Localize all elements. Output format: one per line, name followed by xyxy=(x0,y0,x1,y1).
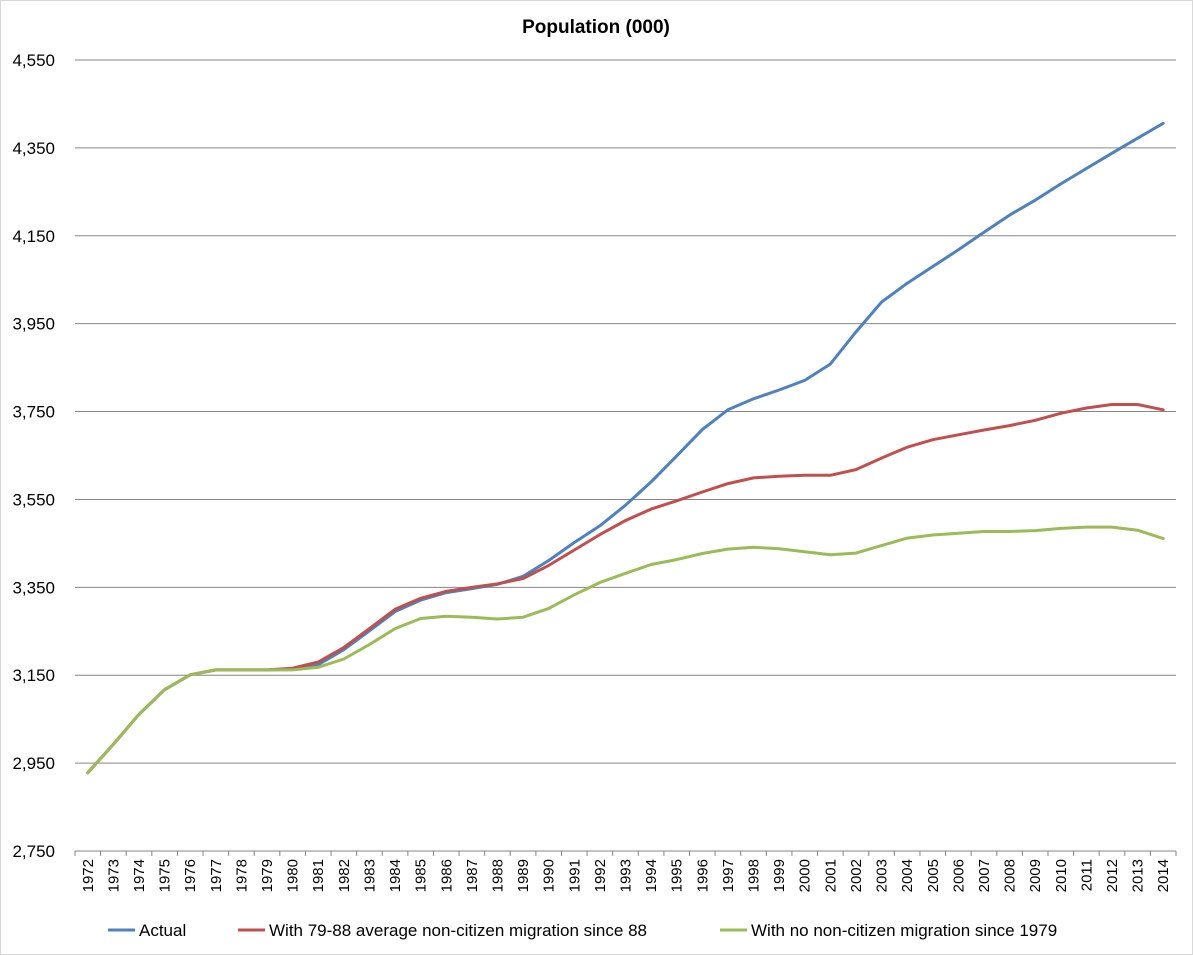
x-tick-label: 2000 xyxy=(797,859,814,892)
x-tick-label: 1991 xyxy=(566,859,583,892)
x-tick-label: 1981 xyxy=(310,859,327,892)
legend-label: With no non-citizen migration since 1979 xyxy=(751,921,1057,940)
x-tick-label: 1980 xyxy=(285,859,302,892)
x-tick-label: 2010 xyxy=(1053,859,1070,892)
x-tick-label: 1986 xyxy=(438,859,455,892)
x-tick-label: 1987 xyxy=(464,859,481,892)
series-lines xyxy=(86,121,1165,775)
y-tick-label: 3,150 xyxy=(12,666,55,685)
y-tick-label: 3,750 xyxy=(12,403,55,422)
x-tick-label: 1999 xyxy=(771,859,788,892)
y-tick-label: 3,550 xyxy=(12,490,55,509)
x-tick-label: 1977 xyxy=(208,859,225,892)
x-tick-label: 1997 xyxy=(720,859,737,892)
x-tick-label: 1976 xyxy=(182,859,199,892)
y-tick-label: 4,550 xyxy=(12,51,55,70)
x-tick-label: 1988 xyxy=(489,859,506,892)
x-tick-label: 1985 xyxy=(413,859,430,892)
x-tick-label: 1995 xyxy=(669,859,686,892)
y-tick-label: 2,750 xyxy=(12,842,55,861)
x-tick-label: 1994 xyxy=(643,859,660,892)
x-tick-label: 1996 xyxy=(694,859,711,892)
x-tick-label: 1993 xyxy=(618,859,635,892)
y-tick-label: 3,950 xyxy=(12,315,55,334)
x-tick-label: 2009 xyxy=(1027,859,1044,892)
chart-title: Population (000) xyxy=(522,17,670,38)
x-tick-label: 1992 xyxy=(592,859,609,892)
x-tick-label: 1975 xyxy=(157,859,174,892)
y-tick-label: 4,150 xyxy=(12,227,55,246)
x-tick-label: 1978 xyxy=(233,859,250,892)
x-tick-label: 2013 xyxy=(1130,859,1147,892)
y-axis-ticks: 2,750 2,950 3,150 3,350 3,550 3,750 3,950 4,150… xyxy=(12,51,55,861)
x-tick-label: 2014 xyxy=(1155,859,1172,892)
x-tick-label: 2003 xyxy=(874,859,891,892)
x-tick-label: 2006 xyxy=(950,859,967,892)
x-tick-label: 2005 xyxy=(925,859,942,892)
x-tick-label: 1974 xyxy=(131,859,148,892)
x-tick-label: 2011 xyxy=(1078,859,1095,891)
y-tick-label: 2,950 xyxy=(12,754,55,773)
x-tick-label: 1979 xyxy=(259,859,276,892)
x-tick-label: 1990 xyxy=(541,859,558,892)
x-tick-label: 2007 xyxy=(976,859,993,892)
x-tick-label: 2004 xyxy=(899,859,916,892)
y-tick-label: 3,350 xyxy=(12,578,55,597)
series-line-3 xyxy=(86,525,1165,775)
legend-label: With 79-88 average non-citizen migration… xyxy=(269,921,647,940)
y-tick-label: 4,350 xyxy=(12,139,55,158)
x-tick-label: 1973 xyxy=(105,859,122,892)
gridlines xyxy=(75,59,1176,852)
x-tick-label: 2012 xyxy=(1104,859,1121,892)
legend: Actual With 79-88 average non-citizen mig… xyxy=(108,921,1057,940)
x-axis-ticks: 1972 1973 1974 1975 1976 1977 1978 1979 1980 1981… xyxy=(74,851,1177,892)
legend-label: Actual xyxy=(139,921,186,940)
x-tick-label: 1972 xyxy=(80,859,97,892)
x-tick-label: 1983 xyxy=(361,859,378,892)
x-tick-label: 1982 xyxy=(336,859,353,892)
x-tick-label: 2008 xyxy=(1002,859,1019,892)
x-tick-label: 2001 xyxy=(822,859,839,892)
x-tick-label: 1989 xyxy=(515,859,532,892)
x-tick-label: 1998 xyxy=(746,859,763,892)
x-tick-label: 2002 xyxy=(848,859,865,892)
x-tick-label: 1984 xyxy=(387,859,404,892)
